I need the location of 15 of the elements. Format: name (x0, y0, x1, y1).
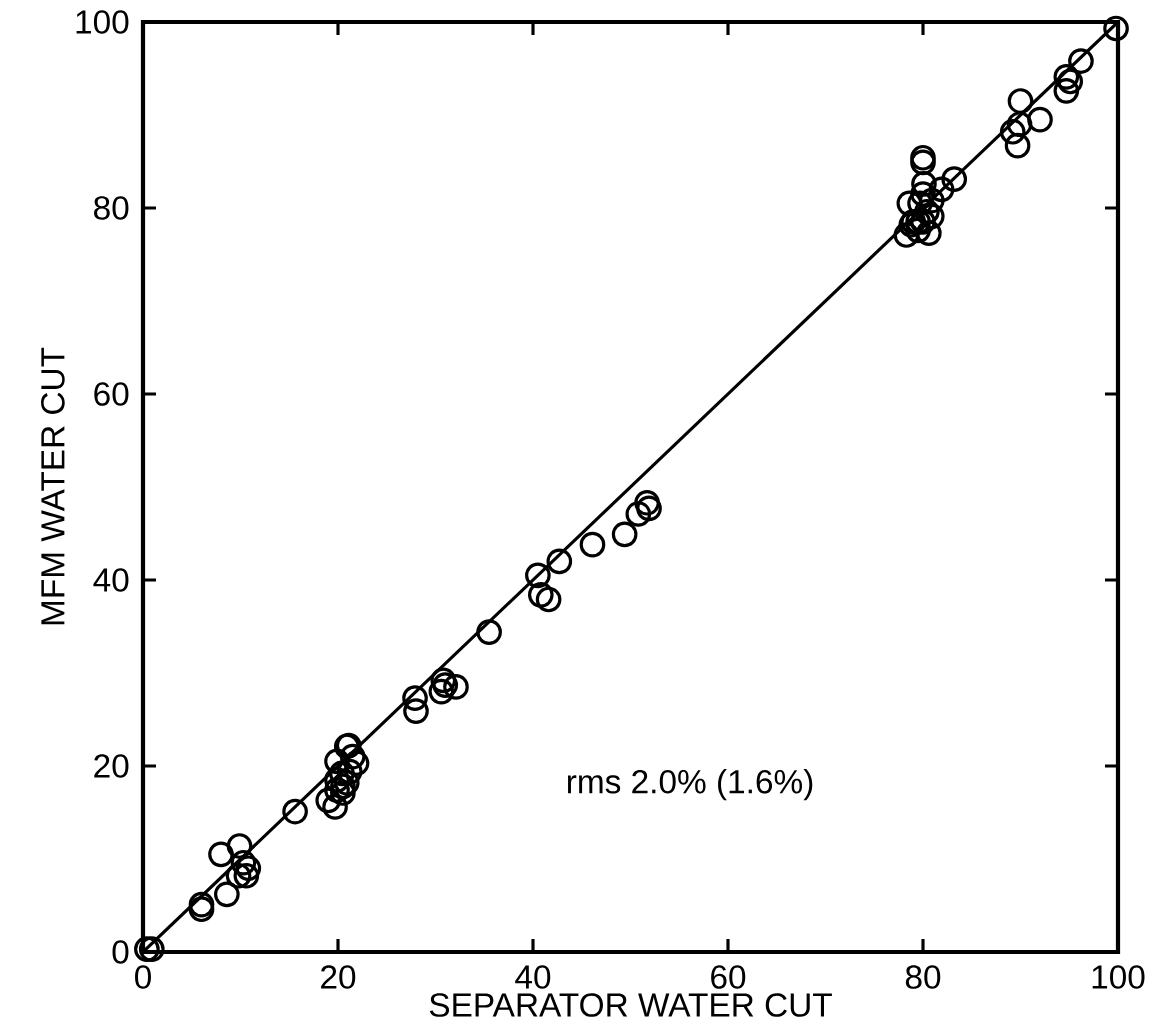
x-tick-label: 20 (321, 965, 356, 989)
x-tick-label: 0 (135, 965, 151, 989)
y-tick-label: 0 (112, 940, 129, 964)
y-tick-label: 80 (94, 196, 129, 220)
x-axis-title: SEPARATOR WATER CUT (429, 993, 832, 1017)
y-tick-label: 60 (94, 382, 129, 406)
y-axis-title: MFM WATER CUT (41, 347, 65, 625)
x-tick-label: 100 (1092, 965, 1145, 989)
x-tick-label: 40 (515, 965, 551, 989)
y-tick-label: 20 (94, 754, 129, 778)
annotation: rms 2.0% (1.6%) (567, 769, 813, 801)
x-tick-label: 60 (711, 965, 746, 989)
x-tick-label: 80 (905, 965, 941, 989)
y-tick-label: 40 (93, 568, 129, 592)
y-tick-label: 100 (76, 10, 129, 34)
